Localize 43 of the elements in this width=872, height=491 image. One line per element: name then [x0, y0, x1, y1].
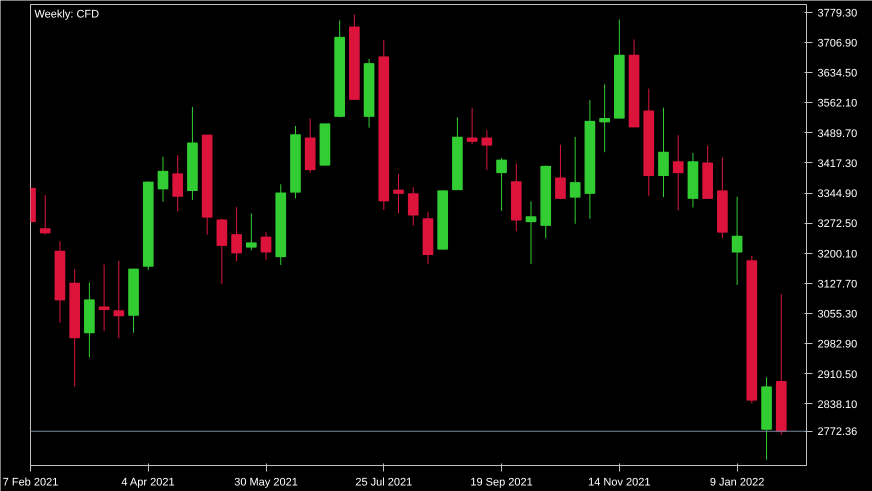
- y-tick-label: 2982.90: [818, 338, 858, 351]
- chart-title: Weekly: CFD: [34, 8, 100, 20]
- y-tick-label: 3200.10: [818, 248, 858, 260]
- candlestick: [570, 136, 581, 224]
- candlestick: [466, 107, 478, 145]
- candlestick: [482, 130, 492, 171]
- y-tick-label: 3344.90: [818, 188, 858, 200]
- candlestick: [393, 173, 404, 214]
- y-tick-label: 3634.50: [818, 68, 858, 80]
- candlestick: [246, 212, 257, 251]
- x-tick-label: 25 Jul 2021: [355, 476, 412, 488]
- candlestick: [158, 156, 168, 202]
- candlestick: [172, 154, 184, 212]
- candlestick: [526, 200, 536, 265]
- candlestick: [672, 134, 684, 211]
- y-tick-label: 3272.50: [818, 218, 858, 230]
- x-tick-label: 7 Feb 2021: [2, 476, 58, 488]
- y-tick-label: 3562.10: [818, 98, 858, 110]
- candlestick: [231, 206, 242, 262]
- candlestick: [496, 158, 507, 212]
- y-tick-label: 3779.30: [818, 7, 858, 20]
- candlestick: [260, 232, 272, 260]
- x-tick-label: 30 May 2021: [234, 476, 298, 488]
- candlestick: [599, 84, 610, 153]
- y-tick-label: 3489.70: [818, 128, 858, 140]
- y-tick-label: 3706.90: [818, 37, 858, 50]
- x-tick-label: 14 Nov 2021: [588, 476, 651, 488]
- candlestick: [732, 196, 742, 286]
- candlestick: [113, 260, 124, 339]
- x-tick-label: 9 Jan 2022: [710, 476, 764, 488]
- ref-line-label: 2772.36: [818, 426, 858, 438]
- candlestick: [98, 264, 110, 332]
- y-tick-label: 3127.70: [818, 278, 858, 290]
- candlestick: [555, 144, 566, 200]
- candlestick: [408, 186, 419, 226]
- x-tick-label: 4 Apr 2021: [121, 476, 175, 488]
- candlestick: [658, 107, 669, 198]
- candlestick: [40, 194, 51, 236]
- y-tick-label: 2838.10: [818, 398, 858, 411]
- y-tick-label: 3417.30: [818, 158, 858, 170]
- x-tick-label: 19 Sep 2021: [470, 476, 533, 488]
- y-tick-label: 2910.50: [818, 368, 858, 381]
- y-tick-label: 3055.30: [818, 308, 858, 321]
